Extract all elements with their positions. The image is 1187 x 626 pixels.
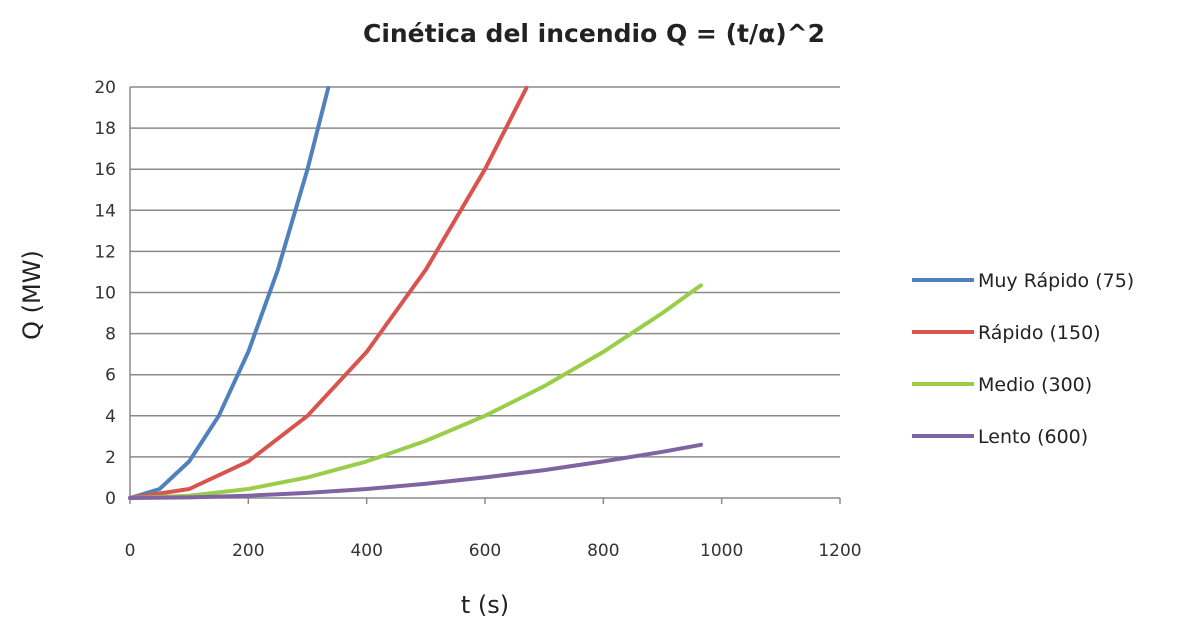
plot-area [128, 86, 703, 500]
y-tick-label: 16 [94, 160, 116, 180]
series-line-4 [128, 442, 703, 500]
x-tick-label: 0 [125, 541, 136, 561]
y-tick-label: 18 [94, 119, 116, 139]
x-tick-label: 400 [350, 541, 382, 561]
y-tick-label: 6 [105, 366, 116, 386]
legend: Muy Rápido (75) Rápido (150) Medio (300) Le… [912, 270, 1134, 448]
x-tick-label: 1200 [818, 541, 861, 561]
x-tick-label: 800 [587, 541, 619, 561]
series-line-3 [128, 283, 703, 500]
x-axis-label: t (s) [461, 591, 509, 619]
x-tick-label: 1000 [700, 541, 743, 561]
y-axis-label: Q (MW) [18, 250, 46, 340]
legend-label: Muy Rápido (75) [978, 270, 1134, 292]
legend-label: Rápido (150) [978, 322, 1101, 344]
legend-label: Medio (300) [978, 374, 1092, 396]
x-tick-label: 200 [232, 541, 264, 561]
legend-label: Lento (600) [978, 426, 1088, 448]
series-line-2 [128, 86, 529, 500]
y-tick-label: 2 [105, 448, 116, 468]
y-tick-label: 12 [94, 242, 116, 262]
y-tick-label: 8 [105, 325, 116, 345]
gridlines [129, 86, 841, 504]
chart-title: Cinética del incendio Q = (t/α)^2 [363, 19, 825, 48]
series-line-1 [128, 86, 331, 500]
y-tick-label: 10 [94, 284, 116, 304]
y-tick-label: 0 [105, 489, 116, 509]
y-tick-label: 4 [105, 407, 116, 427]
x-tick-label: 600 [469, 541, 501, 561]
y-tick-label: 20 [94, 78, 116, 98]
y-tick-label: 14 [94, 201, 116, 221]
